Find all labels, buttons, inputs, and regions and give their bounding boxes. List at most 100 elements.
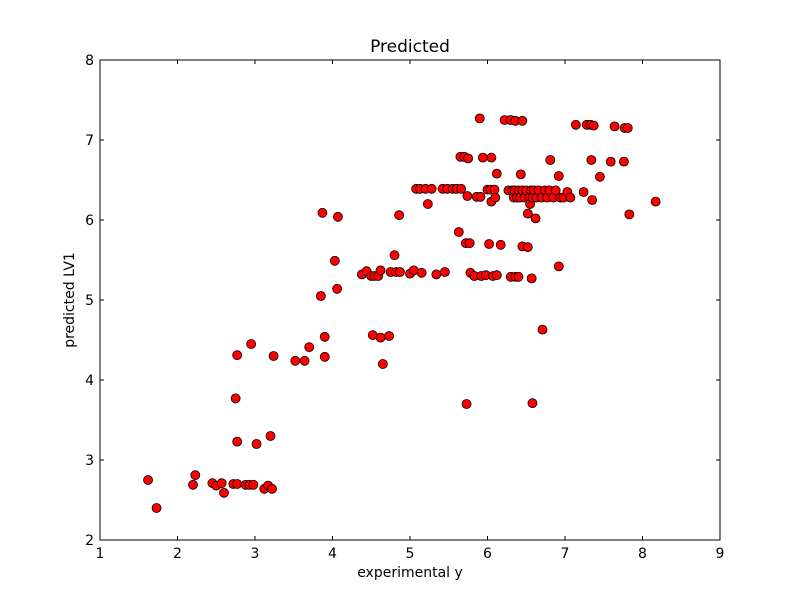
- y-tick-label: 8: [85, 53, 94, 69]
- data-point: [624, 209, 635, 220]
- x-tick-label: 5: [406, 546, 415, 562]
- y-tick-label: 3: [85, 453, 94, 469]
- data-point: [515, 169, 526, 180]
- data-point: [268, 351, 279, 361]
- data-point: [230, 393, 241, 404]
- data-point: [232, 479, 243, 489]
- data-point: [464, 238, 475, 249]
- data-point: [605, 156, 616, 167]
- data-point: [265, 431, 276, 441]
- data-point: [486, 152, 497, 163]
- data-point: [219, 487, 229, 498]
- data-point: [395, 267, 405, 277]
- data-point: [267, 483, 277, 494]
- data-point: [537, 324, 548, 335]
- data-point: [232, 350, 243, 361]
- x-tick-label: 2: [173, 546, 182, 562]
- data-point: [299, 355, 310, 366]
- data-point: [143, 475, 153, 485]
- data-point: [317, 207, 328, 218]
- data-point: [333, 211, 343, 222]
- data-point: [565, 192, 576, 203]
- data-point: [586, 155, 597, 165]
- data-point: [527, 398, 538, 409]
- x-tick-label: 9: [716, 546, 725, 562]
- data-point: [188, 479, 198, 490]
- data-point: [332, 283, 343, 294]
- x-tick-label: 3: [251, 546, 260, 562]
- x-tick-label: 8: [638, 546, 647, 562]
- data-point: [491, 270, 502, 281]
- data-point: [439, 267, 450, 277]
- data-point: [304, 342, 315, 353]
- data-point: [522, 208, 533, 219]
- data-point: [491, 168, 502, 179]
- data-point: [477, 152, 488, 163]
- data-point: [246, 339, 257, 349]
- data-point: [251, 439, 262, 449]
- data-point: [462, 191, 473, 201]
- data-point: [151, 503, 162, 513]
- data-point: [553, 171, 564, 181]
- data-point: [594, 171, 605, 182]
- chart-title: Predicted: [370, 37, 450, 57]
- data-point: [609, 121, 620, 132]
- y-tick-label: 6: [85, 213, 94, 229]
- y-tick-label: 5: [85, 293, 94, 309]
- data-point: [495, 239, 506, 250]
- data-point: [190, 470, 201, 481]
- x-tick-label: 7: [561, 546, 570, 562]
- data-point: [522, 242, 533, 253]
- data-point: [453, 227, 464, 237]
- data-point: [375, 265, 386, 276]
- data-point: [461, 399, 472, 409]
- data-point: [416, 267, 427, 278]
- data-point: [377, 359, 388, 369]
- data-point: [216, 478, 227, 489]
- data-point: [587, 195, 598, 205]
- data-point: [389, 250, 400, 261]
- data-points: [143, 113, 661, 513]
- data-point: [553, 261, 564, 272]
- x-tick-label: 4: [328, 546, 337, 562]
- data-point: [319, 351, 330, 362]
- data-point: [530, 213, 541, 224]
- data-point: [329, 255, 340, 266]
- data-point: [588, 120, 599, 131]
- data-point: [545, 155, 556, 165]
- data-point: [474, 113, 485, 124]
- data-point: [463, 153, 474, 164]
- data-point: [578, 187, 589, 197]
- y-tick-label: 4: [85, 373, 94, 389]
- data-point: [232, 436, 243, 447]
- data-point: [248, 479, 259, 490]
- y-axis-title: predicted LV1: [62, 252, 78, 348]
- data-point: [384, 331, 394, 341]
- x-tick-label: 6: [483, 546, 492, 562]
- data-point: [570, 119, 581, 130]
- y-tick-label: 2: [85, 533, 94, 549]
- x-axis-title: experimental y: [357, 565, 463, 581]
- y-tick-label: 7: [85, 133, 94, 149]
- data-point: [426, 183, 437, 194]
- data-point: [490, 192, 501, 203]
- data-point: [550, 185, 561, 196]
- data-point: [513, 271, 524, 282]
- data-point: [622, 123, 633, 133]
- data-point: [484, 239, 494, 249]
- data-point: [489, 184, 500, 195]
- data-point: [319, 331, 330, 342]
- data-point: [394, 210, 405, 221]
- plot-area: [100, 60, 720, 540]
- data-point: [422, 199, 433, 209]
- data-point: [456, 183, 467, 194]
- data-point: [619, 156, 629, 167]
- data-point: [526, 273, 537, 284]
- data-point: [431, 269, 442, 280]
- data-point: [375, 332, 386, 343]
- data-point: [315, 291, 326, 301]
- data-point: [290, 355, 301, 366]
- data-point: [650, 196, 661, 207]
